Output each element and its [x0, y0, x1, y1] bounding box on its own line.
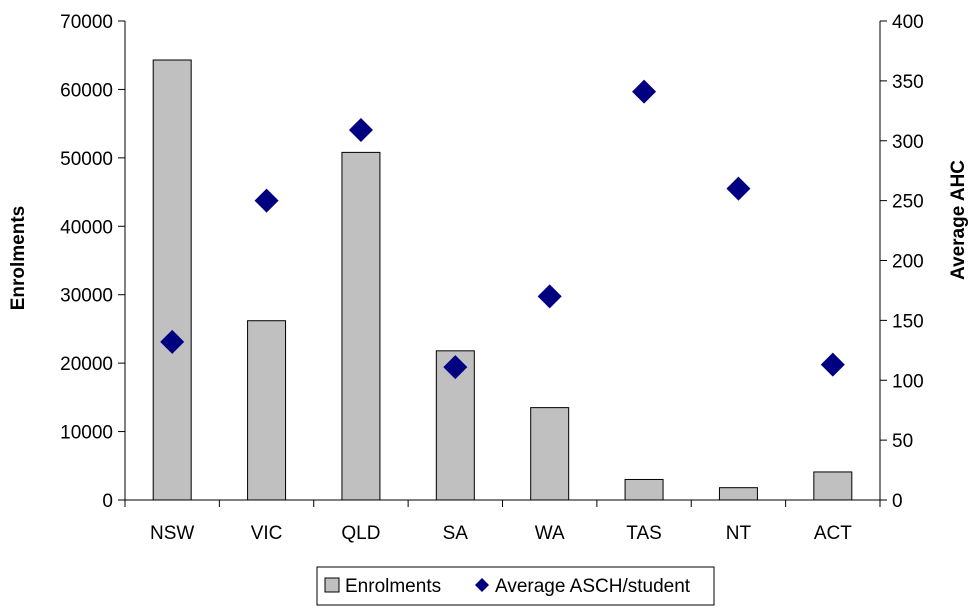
y2-tick-label: 0	[892, 491, 903, 512]
x-tick-label-vic: VIC	[251, 523, 283, 544]
y-tick-label: 60000	[60, 80, 113, 101]
marker-vic	[254, 188, 279, 213]
x-tick-label-qld: QLD	[341, 523, 380, 544]
x-tick-label-act: ACT	[814, 523, 852, 544]
y2-tick-label: 300	[892, 132, 924, 153]
y2-tick-label: 350	[892, 72, 924, 93]
y2-tick-label: 400	[892, 12, 924, 33]
y2-tick-label: 150	[892, 311, 924, 332]
y2-tick-label: 250	[892, 192, 924, 213]
x-tick-label-nt: NT	[726, 523, 752, 544]
markers-group	[160, 79, 845, 380]
legend: Enrolments Average ASCH/student	[316, 566, 715, 606]
axes-group	[118, 20, 887, 507]
bar-act	[813, 471, 853, 501]
y2-tick-label: 100	[892, 371, 924, 392]
y-tick-label: 30000	[60, 286, 113, 307]
marker-sa	[443, 355, 468, 380]
x-tick-label-wa: WA	[535, 523, 565, 544]
bar-qld	[341, 151, 381, 501]
y2-axis-title: Average AHC	[948, 160, 969, 280]
legend-label-average-asch: Average ASCH/student	[495, 576, 691, 597]
bar-nt	[718, 487, 758, 501]
y-axis-title: Enrolments	[8, 206, 29, 311]
legend-label-enrolments: Enrolments	[345, 576, 441, 597]
legend-bar-swatch	[324, 577, 340, 593]
y-tick-label: 50000	[60, 149, 113, 170]
ticks-group: NSW VIC QLD SA WA TAS NT ACT 0 10000 20000 30000 400…	[60, 12, 924, 544]
bar-nsw	[152, 59, 192, 501]
bar-vic	[247, 320, 287, 501]
y-tick-label: 10000	[60, 423, 113, 444]
y-tick-label: 40000	[60, 217, 113, 238]
marker-nt	[726, 176, 751, 201]
x-tick-label-sa: SA	[443, 523, 469, 544]
marker-nsw	[160, 329, 185, 354]
marker-act	[820, 352, 845, 377]
y-tick-label: 0	[102, 491, 113, 512]
legend-box	[316, 566, 715, 606]
marker-qld	[348, 117, 373, 142]
marker-wa	[537, 284, 562, 309]
x-tick-label-tas: TAS	[626, 523, 662, 544]
legend-diamond-icon	[475, 578, 489, 592]
bars-group	[152, 59, 853, 501]
y2-tick-label: 200	[892, 252, 924, 273]
bar-wa	[530, 407, 570, 501]
marker-tas	[632, 79, 657, 104]
y2-tick-label: 50	[892, 431, 913, 452]
y-tick-label: 20000	[60, 354, 113, 375]
y-tick-label: 70000	[60, 12, 113, 33]
x-tick-label-nsw: NSW	[150, 523, 194, 544]
bar-tas	[624, 478, 664, 501]
